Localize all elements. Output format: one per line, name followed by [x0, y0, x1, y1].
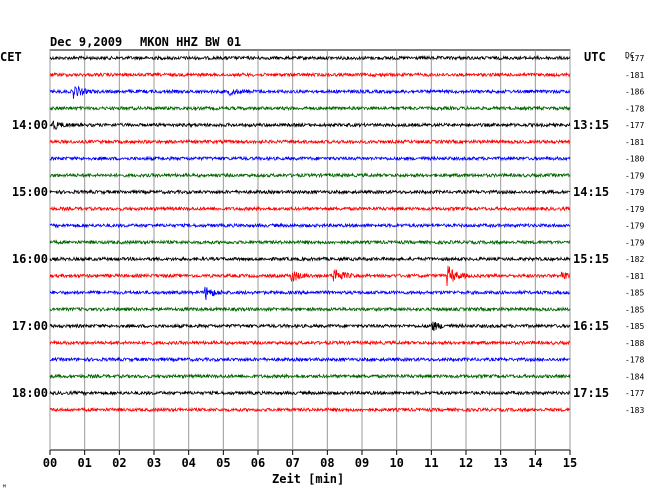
dc-offset-label: -177 [625, 54, 644, 63]
x-tick-label: 00 [43, 456, 57, 470]
right-hour-label: 13:15 [573, 118, 609, 132]
seismic-trace [49, 255, 571, 263]
axis-labels: 00 01 02 03 04 05 06 07 08 09 10 11 12 13 14 15 -177 -181… [12, 54, 645, 470]
dc-offset-label: -186 [625, 88, 644, 97]
x-tick-label: 10 [389, 456, 403, 470]
x-tick-label: 11 [424, 456, 438, 470]
dc-offset-label: -185 [625, 289, 644, 298]
chart-station: MKON HHZ BW 01 [140, 35, 241, 49]
dc-offset-label: -188 [625, 339, 644, 348]
x-tick-label: 02 [112, 456, 126, 470]
x-tick-label: 15 [563, 456, 577, 470]
dc-offset-label: -181 [625, 71, 644, 80]
seismic-trace [49, 222, 571, 229]
x-tick-label: 03 [147, 456, 161, 470]
dc-offset-label: -181 [625, 138, 644, 147]
left-hour-label: 17:00 [12, 319, 48, 333]
left-zone-label: CET [0, 50, 22, 64]
seismic-trace [49, 406, 571, 413]
seismic-trace [49, 306, 571, 313]
right-hour-label: 16:15 [573, 319, 609, 333]
seismic-trace [49, 54, 571, 62]
seismic-trace [49, 155, 571, 162]
dc-offset-label: -185 [625, 305, 644, 314]
plot-grid [49, 49, 571, 455]
seismic-trace [49, 389, 571, 397]
dc-offset-label: -180 [625, 155, 644, 164]
corner-mark: ᴹ [2, 483, 7, 492]
dc-offset-label: -185 [625, 322, 644, 331]
seismic-trace [49, 265, 571, 287]
right-hour-label: 17:15 [573, 386, 609, 400]
left-hour-label: 15:00 [12, 185, 48, 199]
seismic-trace [49, 356, 571, 363]
dc-offset-label: -179 [625, 205, 644, 214]
seismic-trace [49, 172, 571, 179]
x-tick-label: 09 [355, 456, 369, 470]
dc-offset-label: -182 [625, 255, 644, 264]
right-zone-label: UTC [584, 50, 606, 64]
x-tick-label: 13 [493, 456, 507, 470]
x-tick-label: 05 [216, 456, 230, 470]
x-tick-label: 12 [459, 456, 473, 470]
seismic-trace [49, 321, 571, 331]
dc-offset-label: -178 [625, 104, 644, 113]
dc-offset-label: -184 [625, 372, 644, 381]
right-hour-label: 15:15 [573, 252, 609, 266]
dc-offset-label: -179 [625, 171, 644, 180]
seismic-trace [49, 188, 571, 196]
seismic-trace [49, 85, 570, 99]
x-axis-title: Zeit [min] [272, 472, 344, 486]
seismic-trace [49, 239, 571, 246]
dc-offset-label: -178 [625, 356, 644, 365]
seismic-trace [49, 339, 571, 346]
dc-offset-label: -177 [625, 121, 644, 130]
plot-frame [49, 49, 571, 451]
seismic-traces [49, 54, 571, 413]
chart-date: Dec 9,2009 [50, 35, 122, 49]
x-tick-label: 01 [77, 456, 91, 470]
dc-offset-label: -179 [625, 238, 644, 247]
dc-offset-label: -183 [625, 406, 644, 415]
dc-offset-label: -179 [625, 222, 644, 231]
x-tick-label: 06 [251, 456, 265, 470]
seismic-trace [49, 138, 571, 145]
seismic-trace [49, 120, 571, 131]
x-tick-label: 04 [181, 456, 195, 470]
seismic-trace [49, 286, 571, 301]
dc-offset-label: -177 [625, 389, 644, 398]
seismic-trace [49, 205, 571, 212]
dc-offset-label: -181 [625, 272, 644, 281]
left-hour-label: 16:00 [12, 252, 48, 266]
x-tick-label: 07 [285, 456, 299, 470]
seismic-trace [49, 71, 571, 78]
seismic-trace [49, 373, 571, 380]
right-hour-label: 14:15 [573, 185, 609, 199]
left-hour-label: 18:00 [12, 386, 48, 400]
x-tick-label: 14 [528, 456, 542, 470]
dc-label: DC [625, 51, 635, 60]
dc-offset-label: -179 [625, 188, 644, 197]
left-hour-label: 14:00 [12, 118, 48, 132]
seismic-trace [49, 105, 571, 112]
x-tick-label: 08 [320, 456, 334, 470]
